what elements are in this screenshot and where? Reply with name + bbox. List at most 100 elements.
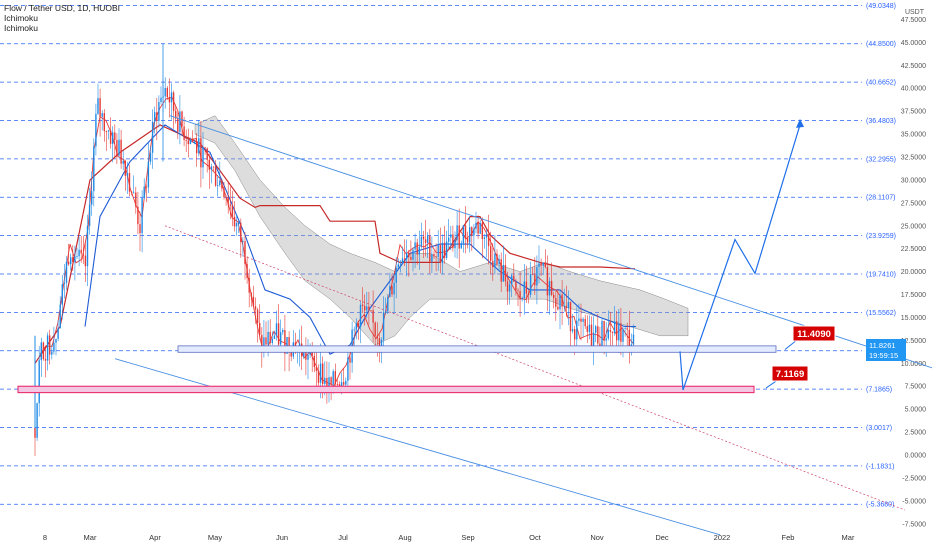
candle-body xyxy=(107,130,110,132)
candle-body xyxy=(40,342,42,361)
candle-body xyxy=(456,225,458,240)
candle-body xyxy=(200,138,202,168)
candle-body xyxy=(193,141,196,143)
candle-body xyxy=(519,291,521,300)
candle-body xyxy=(597,326,599,344)
candle-body xyxy=(364,305,366,311)
y-tick-label: 37.5000 xyxy=(901,109,926,116)
current-price-label: 11.8261 xyxy=(869,341,896,350)
candle-body xyxy=(546,267,549,296)
candle-body xyxy=(256,309,259,323)
fib-label: (44.8500) xyxy=(866,41,896,48)
candle-body xyxy=(534,274,536,286)
y-tick-label: 15.0000 xyxy=(901,315,926,322)
candle-body xyxy=(139,224,141,234)
candle-body xyxy=(517,290,519,292)
candle-body xyxy=(240,222,242,242)
candle-body xyxy=(290,350,292,357)
x-tick-label: Mar xyxy=(842,533,855,542)
candle-body xyxy=(317,370,320,383)
trend-drawings[interactable] xyxy=(17,115,932,536)
candle-body xyxy=(166,87,168,98)
candle-body xyxy=(267,331,269,345)
candle-body xyxy=(504,265,507,282)
x-tick-label: Sep xyxy=(461,533,474,542)
x-tick-label: Jul xyxy=(338,533,348,542)
candle-body xyxy=(250,292,252,297)
indicator-label[interactable]: Ichimoku xyxy=(4,23,39,33)
callout-label: 11.4090 xyxy=(797,329,831,340)
candle-body xyxy=(506,281,509,292)
candle-body xyxy=(473,228,475,236)
candle-body xyxy=(485,234,488,238)
candle-body xyxy=(61,284,63,305)
candle-body xyxy=(229,204,231,206)
candle-body xyxy=(84,255,87,267)
indicator-label[interactable]: Ichimoku xyxy=(4,13,39,23)
candle-body xyxy=(399,263,402,265)
candle-body xyxy=(212,166,215,168)
candle-body xyxy=(588,324,591,332)
candle-body xyxy=(599,343,601,346)
candle-body xyxy=(248,278,250,293)
candle-body xyxy=(355,323,357,330)
fib-label: (-5.3680) xyxy=(866,502,894,509)
price-scale[interactable]: 50.0000 47.5000 45.0000 42.5000 40.0000 37.50… xyxy=(901,0,926,528)
candle-body xyxy=(336,384,339,385)
candle-body xyxy=(443,242,446,258)
candle-body xyxy=(235,223,238,227)
candle-body xyxy=(479,222,481,234)
candle-body xyxy=(151,121,154,153)
candle-body xyxy=(462,225,465,244)
candle-body xyxy=(78,249,80,257)
candle-body xyxy=(571,329,574,332)
candle-body xyxy=(418,246,420,255)
candle-body xyxy=(198,138,200,154)
y-tick-label: -7.5000 xyxy=(902,521,926,528)
y-tick-label: 2.5000 xyxy=(905,430,927,437)
fib-label: (19.7410) xyxy=(866,271,896,278)
lower-trendline xyxy=(114,358,721,536)
candle-body xyxy=(42,342,45,360)
candle-body xyxy=(569,302,572,332)
candle-body xyxy=(51,351,53,355)
symbol-title[interactable]: Flow / Tether USD, 1D, HUOBI xyxy=(4,3,121,13)
candle-body xyxy=(135,192,137,207)
candle-body xyxy=(559,294,561,310)
candle-body xyxy=(406,252,408,259)
price-callouts[interactable]: 11.4090 7.1169 xyxy=(771,325,836,382)
candle-body xyxy=(567,302,570,309)
candle-body xyxy=(345,380,347,385)
candle-body xyxy=(500,259,502,282)
x-tick-label: Jun xyxy=(276,533,288,542)
candle-body xyxy=(561,294,563,307)
candle-body xyxy=(361,304,364,306)
candle-body xyxy=(122,160,124,164)
candle-body xyxy=(112,132,114,144)
candle-body xyxy=(36,403,38,438)
price-badge-bg xyxy=(866,339,906,361)
candle-body xyxy=(288,337,290,351)
candle-body xyxy=(584,318,586,327)
candle-body xyxy=(431,253,433,262)
candle-body xyxy=(88,204,91,226)
candle-body xyxy=(158,101,160,121)
candle-body xyxy=(349,357,351,363)
candle-body xyxy=(410,257,412,260)
candle-body xyxy=(616,321,618,341)
y-tick-label: 45.0000 xyxy=(901,40,926,47)
candle-body xyxy=(179,111,181,132)
candle-body xyxy=(223,188,225,198)
candle-body xyxy=(450,234,452,238)
y-tick-label: 40.0000 xyxy=(901,86,926,93)
candle-body xyxy=(393,282,395,295)
time-scale[interactable]: 8 Mar Apr May Jun Jul Aug Sep Oct Nov Dec 2022 Feb Ma… xyxy=(43,533,855,542)
callout-box xyxy=(792,325,836,342)
candle-body xyxy=(439,244,441,264)
ichimoku-lines xyxy=(34,96,636,387)
candle-body xyxy=(97,98,99,114)
candle-body xyxy=(487,234,490,247)
candle-body xyxy=(324,377,326,385)
